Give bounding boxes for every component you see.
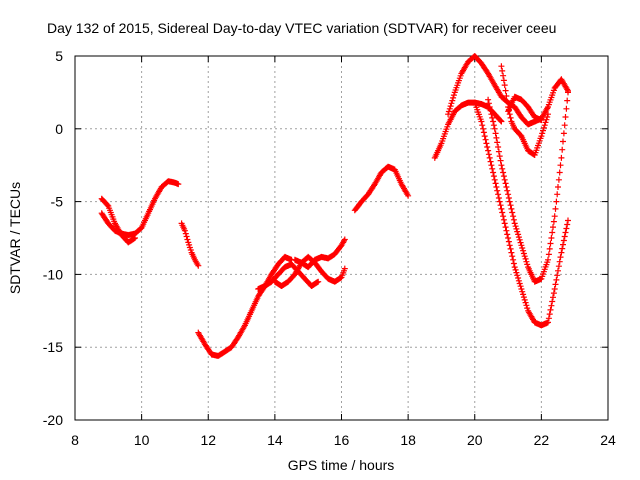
data-point-markers xyxy=(195,253,295,359)
series-2 xyxy=(98,195,138,246)
x-tick-label: 16 xyxy=(334,432,350,448)
series-8 xyxy=(351,163,412,214)
x-tick-label: 12 xyxy=(200,432,216,448)
x-tick-label: 18 xyxy=(400,432,416,448)
y-axis-label: SDTVAR / TECUs xyxy=(7,182,23,294)
x-tick-label: 8 xyxy=(71,432,79,448)
y-tick-label: 0 xyxy=(55,121,63,137)
x-tick-labels: 8 10 12 14 16 18 20 22 24 xyxy=(71,432,616,448)
chart-title: Day 132 of 2015, Sidereal Day-to-day VTE… xyxy=(47,20,556,36)
x-tick-label: 24 xyxy=(600,432,616,448)
y-tick-label: -10 xyxy=(43,266,63,282)
series-4 xyxy=(195,253,295,359)
y-tick-label: 5 xyxy=(55,48,63,64)
series-9 xyxy=(431,99,505,161)
data-series xyxy=(98,53,571,359)
series-12 xyxy=(485,89,571,285)
data-point-markers xyxy=(471,99,571,329)
y-tick-label: -20 xyxy=(43,412,63,428)
x-tick-label: 14 xyxy=(267,432,283,448)
series-11 xyxy=(471,99,571,329)
y-tick-label: -5 xyxy=(51,194,64,210)
data-point-markers xyxy=(485,89,571,285)
data-point-markers xyxy=(98,195,138,246)
data-point-markers xyxy=(291,236,348,271)
x-tick-label: 22 xyxy=(534,432,550,448)
y-tick-labels: -20 -15 -10 -5 0 5 xyxy=(43,48,63,428)
data-point-markers xyxy=(351,163,412,214)
data-point-markers xyxy=(505,93,545,124)
x-axis-label: GPS time / hours xyxy=(288,457,395,473)
y-tick-label: -15 xyxy=(43,339,63,355)
data-point-markers xyxy=(178,220,202,269)
series-14 xyxy=(505,93,545,124)
series-3 xyxy=(178,220,202,269)
series-7 xyxy=(291,236,348,271)
data-point-markers xyxy=(498,63,551,158)
x-tick-label: 20 xyxy=(467,432,483,448)
data-point-markers xyxy=(431,99,505,161)
x-tick-label: 10 xyxy=(134,432,150,448)
series-13 xyxy=(498,63,551,158)
axis-ticks xyxy=(74,55,609,421)
